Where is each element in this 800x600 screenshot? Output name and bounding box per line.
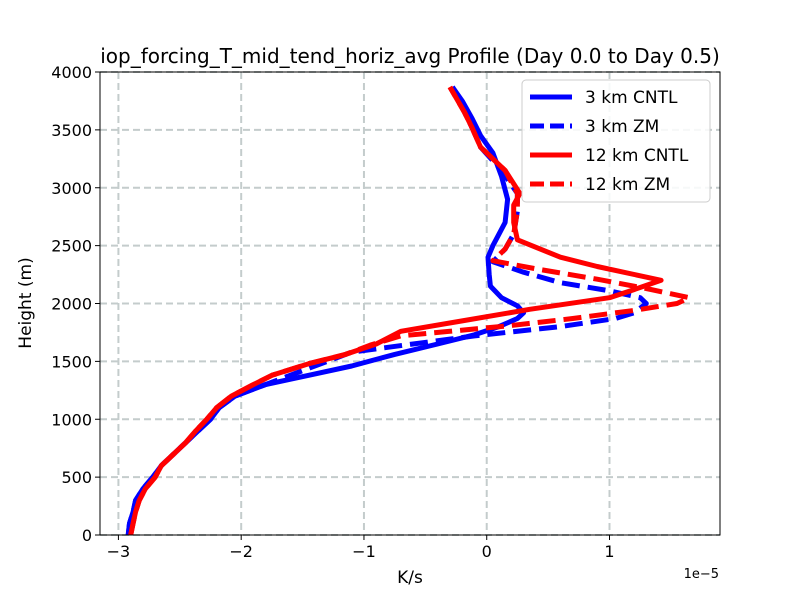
legend-label: 3 km ZM (585, 117, 659, 137)
legend-label: 12 km CNTL (585, 146, 689, 166)
y-axis-label: Height (m) (16, 257, 36, 348)
legend: 3 km CNTL 3 km ZM 12 km CNTL 12 km ZM (521, 79, 711, 203)
series-line-3-km-cntl (125, 85, 527, 536)
x-tick-label: −1 (352, 542, 376, 561)
x-offset-label: 1e−5 (684, 567, 719, 582)
x-tick-label: −3 (107, 542, 131, 561)
y-tick-label: 1500 (51, 352, 92, 371)
x-tick-label: −2 (229, 542, 253, 561)
legend-label: 3 km CNTL (585, 88, 678, 108)
y-tick-label: 1000 (51, 410, 92, 429)
y-tick-label: 3000 (51, 179, 92, 198)
x-tick-label: 1 (604, 542, 614, 561)
series-lines (125, 85, 692, 536)
y-tick-label: 0 (82, 526, 92, 545)
y-tick-label: 4000 (51, 63, 92, 82)
x-tick-label: 0 (482, 542, 492, 561)
y-tick-label: 2000 (51, 295, 92, 314)
legend-label: 12 km ZM (585, 175, 670, 195)
x-axis-label: K/s (397, 568, 423, 588)
legend-box (521, 79, 711, 203)
chart-title: iop_forcing_T_mid_tend_horiz_avg Profile… (100, 44, 720, 68)
y-tick-label: 2500 (51, 237, 92, 256)
y-tick-label: 500 (61, 468, 92, 487)
series-line-12-km-zm (128, 85, 692, 536)
y-tick-label: 3500 (51, 121, 92, 140)
ticks: −3 −2 −1 0 1 0 500 1000 1500 2000 2500 3000 3500 4000 (51, 63, 614, 561)
